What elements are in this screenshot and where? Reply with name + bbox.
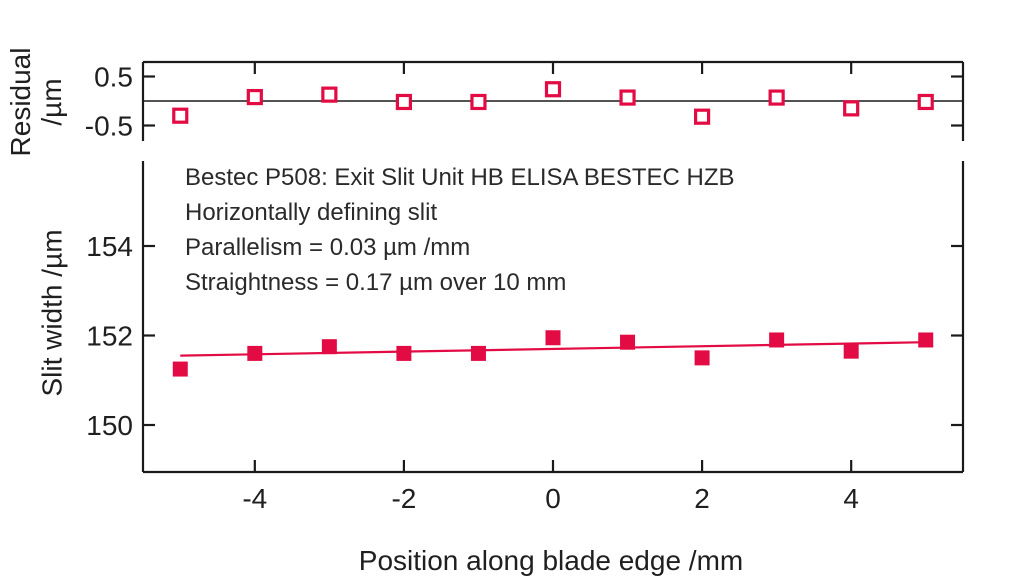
slit-width-axis-title-text: Slit width /µm [36,229,68,397]
residual-axis-title-line2: /µm [36,78,67,126]
slit-width-point [545,330,561,346]
slit-x-tick-label: 4 [843,483,859,514]
residual-point [544,81,562,98]
residual-point [470,93,487,111]
residual-point [619,89,636,106]
slit-width-point [247,345,263,361]
residual-y-tick-label: -0.5 [85,111,133,142]
residual-point [843,100,860,117]
annotation-title: Bestec P508: Exit Slit Unit HB ELISA BES… [185,164,735,191]
slit-x-tick-label: -2 [391,483,416,514]
slit-x-tick-label: 2 [694,483,710,514]
slit-width-point [918,332,934,348]
annotation-block: Bestec P508: Exit Slit Unit HB ELISA BES… [185,160,735,300]
slit-width-point [470,345,486,361]
slit-width-point [172,361,188,377]
residual-axis-title: Residual /µm [5,48,67,157]
residual-point [395,93,413,111]
residual-y-tick-label: 0.5 [94,62,133,93]
slit-width-point [694,350,710,366]
slit-x-tick-label: 0 [545,483,561,514]
slit-width-point [769,332,785,348]
residual-point [693,108,711,125]
slit-width-point [620,334,636,350]
slit-width-axis-title: Slit width /µm [37,229,68,396]
residual-point [172,107,189,124]
slit-y-tick-label: 154 [86,231,133,262]
annotation-straightness: Straightness = 0.17 µm over 10 mm [185,269,567,296]
residual-point [321,86,338,103]
slit-width-point [396,345,412,361]
slit-width-point [321,339,337,355]
residual-axis-title-line1: Residual [5,47,36,157]
slit-y-tick-label: 152 [86,321,133,352]
slit-width-point [843,343,859,359]
residual-point [246,88,263,106]
fit-line [180,341,926,357]
residual-point [917,93,934,111]
annotation-parallelism: Parallelism = 0.03 µm /mm [185,234,471,261]
x-axis-title: Position along blade edge /mm [358,545,744,576]
slit-y-tick-label: 150 [86,410,133,441]
residual-point [768,89,785,106]
annotation-slit-type: Horizontally defining slit [185,199,438,226]
slit-x-tick-label: -4 [242,483,267,514]
